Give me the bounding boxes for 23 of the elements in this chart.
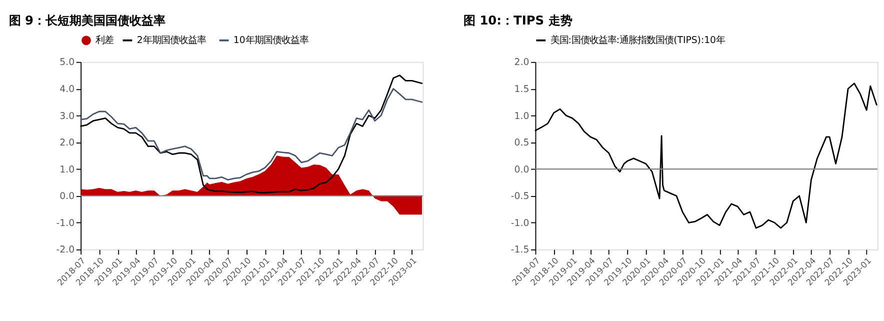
- chart-title: 图 9：长短期美国国债收益率: [8, 13, 166, 28]
- legend-label: 美国:国债收益率:通胀指数国债(TIPS):10年: [550, 35, 726, 46]
- y-tick-label: 1.0: [60, 164, 75, 176]
- y-tick-label: 1.5: [514, 84, 530, 96]
- y-tick-label: 0.0: [60, 191, 75, 202]
- y-tick-label: 3.0: [60, 110, 75, 122]
- line-series: [80, 88, 423, 180]
- legend-label: 10年期国债收益率: [233, 35, 308, 46]
- y-tick-label: 5.0: [60, 57, 75, 68]
- y-tick-label: 2.0: [514, 57, 530, 68]
- y-tick-label: -1.0: [56, 218, 75, 229]
- y-tick-label: 2.0: [60, 138, 75, 149]
- y-tick-label: 4.0: [60, 84, 75, 96]
- y-tick-label: -1.0: [510, 218, 530, 229]
- y-tick-label: -1.5: [510, 244, 530, 256]
- y-tick-label: -2.0: [56, 244, 75, 256]
- y-tick-label: 0.5: [514, 138, 530, 149]
- y-tick-label: 0.0: [514, 164, 530, 176]
- legend-label: 利差: [96, 35, 114, 46]
- y-tick-label: 1.0: [514, 110, 530, 122]
- y-tick-label: -0.5: [510, 191, 530, 202]
- legend-label: 2年期国债收益率: [136, 35, 206, 46]
- chart-title: 图 10:：TIPS 走势: [463, 13, 572, 28]
